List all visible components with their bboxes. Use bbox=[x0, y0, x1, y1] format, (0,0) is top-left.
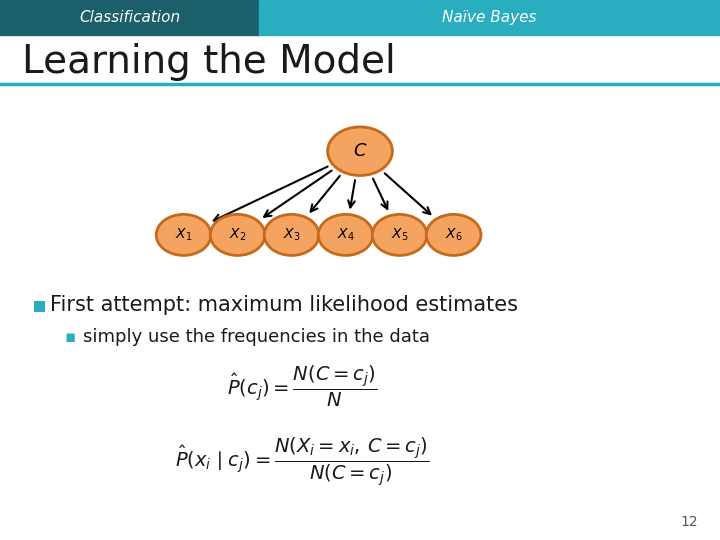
Text: ▪: ▪ bbox=[32, 295, 48, 315]
Circle shape bbox=[372, 214, 427, 255]
Text: 12: 12 bbox=[681, 515, 698, 529]
Circle shape bbox=[264, 214, 319, 255]
Text: $X_3$: $X_3$ bbox=[283, 227, 300, 243]
Text: $C$: $C$ bbox=[353, 142, 367, 160]
Circle shape bbox=[156, 214, 211, 255]
Circle shape bbox=[328, 127, 392, 176]
Circle shape bbox=[426, 214, 481, 255]
Bar bbox=[259, 0, 720, 35]
Text: Learning the Model: Learning the Model bbox=[22, 43, 395, 81]
Text: $X_5$: $X_5$ bbox=[391, 227, 408, 243]
Circle shape bbox=[210, 214, 265, 255]
Text: $X_1$: $X_1$ bbox=[175, 227, 192, 243]
Text: $X_2$: $X_2$ bbox=[229, 227, 246, 243]
Text: simply use the frequencies in the data: simply use the frequencies in the data bbox=[83, 328, 430, 347]
Text: Naïve Bayes: Naïve Bayes bbox=[442, 10, 537, 25]
Circle shape bbox=[318, 214, 373, 255]
Bar bbox=[0, 0, 259, 35]
Text: $\hat{P}(x_i \mid c_j) = \dfrac{N(X_i=x_i,\, C=c_j)}{N(C=c_j)}$: $\hat{P}(x_i \mid c_j) = \dfrac{N(X_i=x_… bbox=[175, 435, 430, 488]
Text: $X_6$: $X_6$ bbox=[445, 227, 462, 243]
Text: Classification: Classification bbox=[79, 10, 180, 25]
Text: First attempt: maximum likelihood estimates: First attempt: maximum likelihood estima… bbox=[50, 295, 518, 315]
Text: $X_4$: $X_4$ bbox=[337, 227, 354, 243]
Text: ▪: ▪ bbox=[65, 328, 76, 347]
Text: $\hat{P}(c_j) = \dfrac{N(C=c_j)}{N}$: $\hat{P}(c_j) = \dfrac{N(C=c_j)}{N}$ bbox=[228, 363, 377, 409]
